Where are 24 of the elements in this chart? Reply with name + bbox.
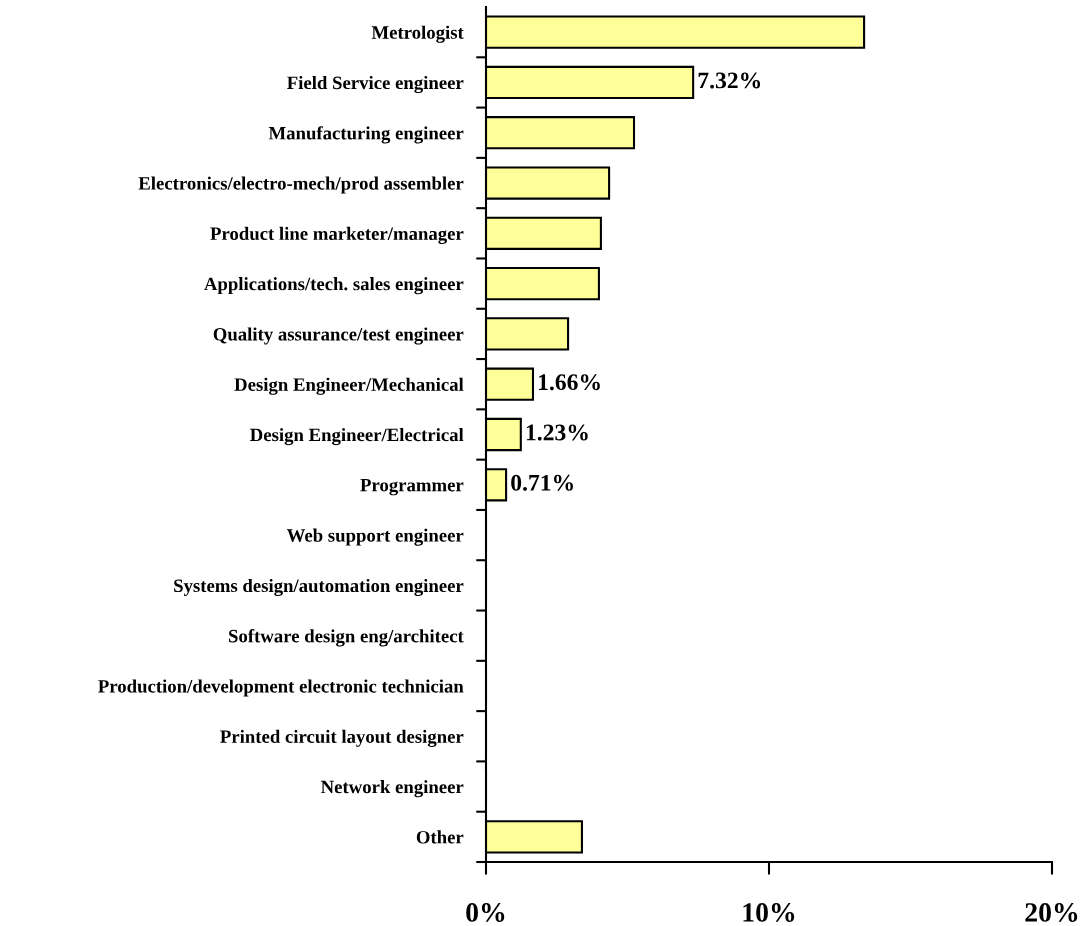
y-tick-label: Manufacturing engineer	[268, 126, 464, 144]
x-tick-label: 20%	[1025, 903, 1078, 922]
y-tick-label: Web support engineer	[286, 528, 464, 546]
y-tick-label: Metrologist	[371, 25, 464, 43]
y-tick-label: Product line marketer/manager	[210, 226, 464, 244]
y-tick-label: Printed circuit layout designer	[220, 729, 464, 747]
y-tick-label: Systems design/automation engineer	[174, 578, 464, 597]
y-tick-label: Design Engineer/Mechanical	[234, 377, 464, 395]
y-tick-label: Field Service engineer	[287, 75, 464, 94]
y-tick-label: Quality assurance/test engineer	[213, 327, 464, 345]
y-tick-label: Design Engineer/Electrical	[250, 427, 464, 446]
y-tick-label: Other	[416, 830, 464, 844]
y-tick-label: Applications/tech. sales engineer	[204, 277, 464, 295]
x-tick-label: 10%	[743, 903, 795, 922]
data-label: 1.23%	[526, 424, 588, 441]
y-tick-label: Electronics/electro-mech/prod assembler	[138, 176, 464, 194]
data-label: 0.71%	[511, 474, 573, 491]
data-label: 7.32%	[698, 72, 761, 89]
x-tick-label: 0%	[466, 903, 505, 922]
y-tick-label: Programmer	[360, 478, 464, 496]
data-label: 1.66%	[539, 374, 600, 391]
y-tick-label: Software design eng/architect	[229, 629, 464, 647]
y-tick-label: Production/development electronic technician	[98, 679, 464, 697]
y-tick-label: Network engineer	[320, 780, 464, 798]
